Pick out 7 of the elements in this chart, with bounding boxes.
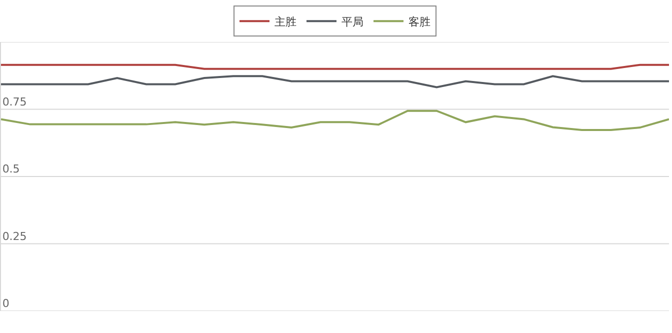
y-tick-label: 0.75 (2, 95, 27, 108)
y-tick-label: 0.25 (2, 230, 27, 243)
y-tick-label: 0 (2, 297, 10, 310)
y-tick-label: 0.5 (2, 162, 20, 176)
legend-label: 客胜 (408, 15, 430, 28)
legend-label: 平局 (342, 15, 364, 28)
legend-label: 主胜 (274, 15, 296, 28)
